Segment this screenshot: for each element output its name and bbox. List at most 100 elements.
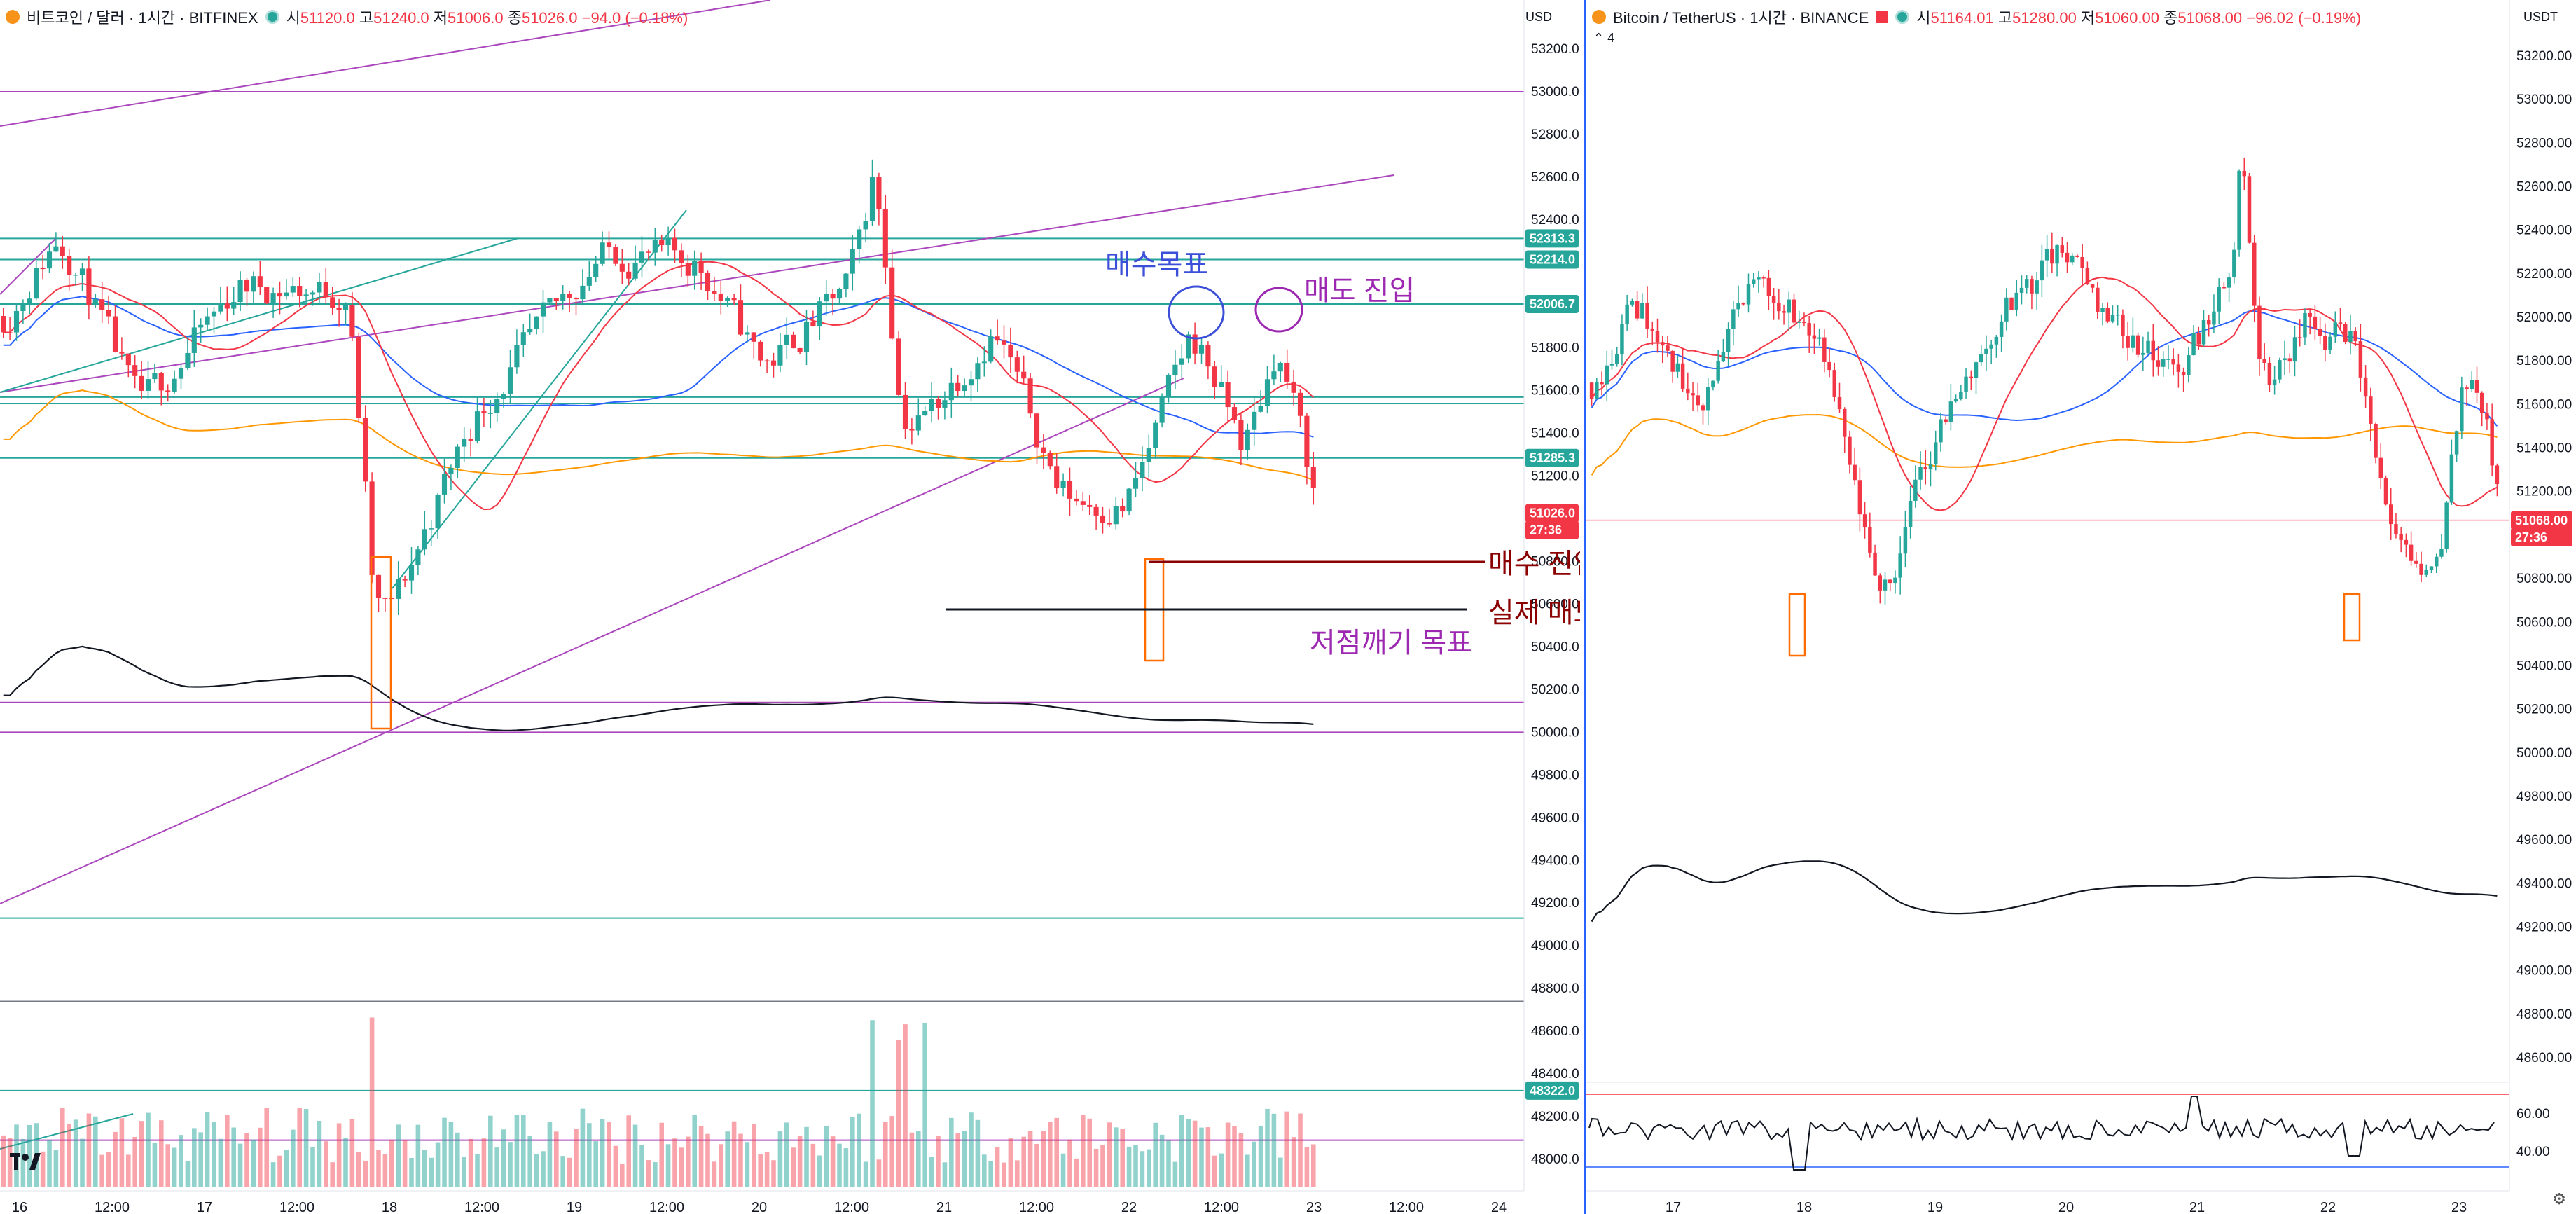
price-tag-label: 52313.3 [1530, 231, 1575, 245]
candle-body [2374, 423, 2378, 458]
candle-body [1751, 279, 1756, 284]
candle-body [1635, 301, 1640, 319]
candle-body [1605, 365, 1609, 385]
volume-bar [567, 1157, 572, 1187]
volume-bar [1298, 1113, 1303, 1187]
candle-body [1126, 488, 1132, 512]
candle-body [1133, 478, 1139, 489]
right-chart-pane[interactable]: 60.00 40.00 53200.00 53000.00 52800.00 52600.… [1584, 0, 2576, 1214]
candle-body [2171, 359, 2175, 365]
candle-body [2044, 249, 2049, 261]
candle-body [2131, 335, 2135, 348]
volume-bar [1166, 1140, 1171, 1187]
candle-body [2222, 287, 2227, 289]
volume-bar [745, 1142, 750, 1187]
time-axis-tick-label: 12:00 [834, 1200, 869, 1214]
left-chart-canvas[interactable]: 53200.053000.052800.052600.052400.052200… [0, 0, 1580, 1214]
candle-body [1172, 364, 1178, 375]
candle-body [1054, 466, 1060, 488]
price-axis-tick-label: 49600.00 [2516, 833, 2572, 848]
chevron-up-icon[interactable]: ⌃ [1593, 31, 1605, 45]
price-axis-tick-label: 49400.00 [2516, 876, 2572, 891]
volume-bar [1114, 1127, 1119, 1187]
volume-bar [659, 1122, 664, 1187]
candle-body [679, 250, 684, 263]
flag-icon[interactable] [1876, 11, 1889, 23]
candle-body [586, 277, 592, 286]
candle-body [2096, 287, 2100, 312]
volume-bar [777, 1131, 783, 1187]
candle-body [797, 347, 803, 352]
candle-body [2474, 380, 2479, 393]
right-chart-canvas[interactable]: 60.00 40.00 53200.00 53000.00 52800.00 52600.… [1586, 0, 2576, 1214]
volume-bar [541, 1151, 546, 1187]
price-axis-tick-label: 48600.0 [1531, 1024, 1579, 1039]
right-symbol-name[interactable]: Bitcoin / TetherUS · 1시간 · BINANCE [1613, 9, 1869, 27]
candle-body [1660, 342, 1665, 346]
volume-bar [1074, 1158, 1079, 1187]
moving-average-line [3, 261, 1315, 511]
volume-bar [198, 1132, 203, 1187]
candle-body [2313, 316, 2318, 330]
candle-body [429, 528, 434, 530]
volume-bar [580, 1108, 586, 1187]
volume-bar [1278, 1157, 1283, 1187]
left-currency-label[interactable]: USD [1525, 10, 1553, 24]
left-chart-pane[interactable]: 53200.053000.052800.052600.052400.052200… [0, 0, 1580, 1214]
candle-body [909, 429, 915, 431]
candle-body [2429, 566, 2434, 570]
price-axis-tick-label: 52200.00 [2516, 267, 2572, 282]
candle-body [191, 327, 197, 353]
volume-bar [1225, 1122, 1231, 1187]
candle-body [284, 292, 289, 297]
volume-bar [837, 1143, 842, 1187]
tradingview-logo-icon[interactable] [8, 1149, 42, 1174]
volume-bar [771, 1160, 776, 1187]
price-tag-label: 48322.0 [1530, 1084, 1575, 1098]
volume-bar [1311, 1144, 1316, 1187]
candle-body [251, 276, 256, 292]
volume-bar [665, 1144, 671, 1187]
candle-body [198, 324, 204, 328]
candle-body [606, 242, 612, 247]
candle-body [534, 316, 539, 329]
volume-bar [692, 1115, 697, 1187]
volume-bar [1133, 1145, 1138, 1187]
candle-body [929, 399, 934, 411]
market-status-icon[interactable] [265, 10, 279, 24]
candle-body [264, 287, 270, 304]
candle-body [2404, 539, 2409, 545]
candle-body [902, 394, 908, 429]
candle-body [310, 292, 316, 295]
market-status-icon[interactable] [1895, 10, 1910, 24]
left-symbol-legend: 비트코인 / 달러 · 1시간 · BITFINEX 시51120.0 고512… [6, 6, 688, 28]
trend-line [0, 237, 519, 393]
indicator-collapse-toggle[interactable]: ⌃ 4 [1593, 31, 1614, 46]
candle-body [1600, 382, 1604, 385]
volume-bar [244, 1133, 249, 1187]
time-axis-tick-label: 18 [382, 1200, 397, 1214]
candle-body [2470, 380, 2474, 389]
candle-body [745, 332, 750, 335]
candle-body [1675, 363, 1680, 372]
volume-bar [1100, 1145, 1105, 1187]
candle-body [1944, 419, 1948, 422]
candle-body [1655, 331, 1660, 343]
volume-bar [626, 1115, 631, 1187]
candle-body [1625, 304, 1629, 324]
price-tag: 51026.0 [1525, 504, 1579, 523]
volume-bar [336, 1123, 342, 1187]
price-tag-label: 51285.3 [1530, 451, 1575, 465]
price-axis-tick-label: 51800.00 [2516, 354, 2572, 368]
price-axis-tick-label: 49200.0 [1531, 896, 1579, 911]
rsi-axis-tick-label: 60.00 [2516, 1107, 2550, 1122]
candle-body [770, 360, 777, 366]
candle-body [290, 286, 296, 293]
low-marker-box [1788, 593, 1806, 657]
right-currency-label[interactable]: USDT [2523, 10, 2558, 24]
volume-bar [982, 1154, 987, 1187]
settings-gear-icon[interactable]: ⚙ [2552, 1190, 2566, 1208]
candle-body [349, 305, 355, 337]
left-symbol-name[interactable]: 비트코인 / 달러 · 1시간 · BITFINEX [27, 9, 258, 27]
candle-body [659, 240, 665, 246]
